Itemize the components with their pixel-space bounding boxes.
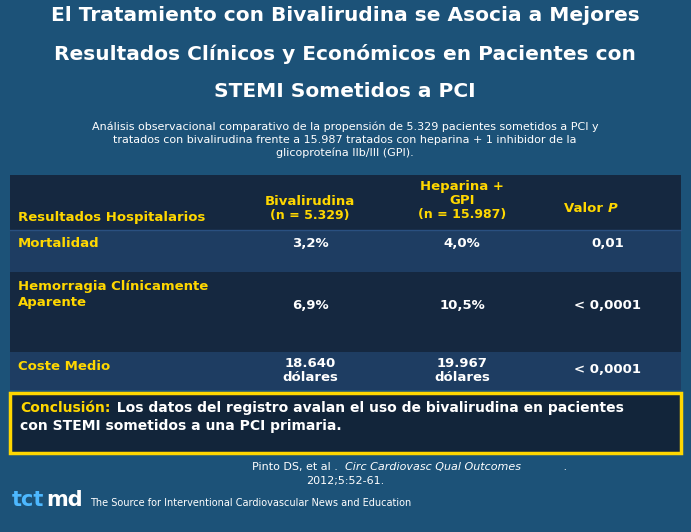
Bar bbox=[10, 272, 681, 352]
Text: Conclusión:: Conclusión: bbox=[20, 401, 111, 415]
Text: Los datos del registro avalan el uso de bivalirudina en pacientes: Los datos del registro avalan el uso de … bbox=[107, 401, 624, 415]
Text: 2012;5:52-61.: 2012;5:52-61. bbox=[306, 476, 384, 486]
Text: El Tratamiento con Bivalirudina se Asocia a Mejores: El Tratamiento con Bivalirudina se Asoci… bbox=[50, 6, 639, 25]
Text: Bivalirudina: Bivalirudina bbox=[265, 195, 355, 208]
Text: glicoproteína IIb/III (GPI).: glicoproteína IIb/III (GPI). bbox=[276, 148, 414, 159]
Text: 4,0%: 4,0% bbox=[444, 237, 480, 250]
Text: dólares: dólares bbox=[434, 371, 490, 384]
Text: GPI: GPI bbox=[449, 194, 475, 207]
Text: (n = 15.987): (n = 15.987) bbox=[418, 208, 506, 221]
Text: Resultados Hospitalarios: Resultados Hospitalarios bbox=[18, 211, 205, 224]
Text: 6,9%: 6,9% bbox=[292, 299, 328, 312]
Text: Aparente: Aparente bbox=[18, 296, 87, 309]
Text: tct: tct bbox=[12, 490, 44, 510]
Text: con STEMI sometidos a una PCI primaria.: con STEMI sometidos a una PCI primaria. bbox=[20, 419, 341, 433]
Text: dólares: dólares bbox=[282, 371, 338, 384]
Text: < 0,0001: < 0,0001 bbox=[574, 363, 641, 376]
Text: Valor: Valor bbox=[565, 202, 608, 215]
Text: Heparina +: Heparina + bbox=[420, 180, 504, 193]
Bar bbox=[10, 352, 681, 390]
Text: .: . bbox=[560, 462, 567, 472]
Bar bbox=[10, 230, 681, 272]
Text: Coste Medio: Coste Medio bbox=[18, 360, 111, 373]
Text: 3,2%: 3,2% bbox=[292, 237, 328, 250]
Text: Análisis observacional comparativo de la propensión de 5.329 pacientes sometidos: Análisis observacional comparativo de la… bbox=[92, 122, 598, 132]
Text: 19.967: 19.967 bbox=[437, 357, 487, 370]
Text: Resultados Clínicos y Económicos en Pacientes con: Resultados Clínicos y Económicos en Paci… bbox=[54, 44, 636, 64]
Text: Pinto DS, et al .: Pinto DS, et al . bbox=[252, 462, 345, 472]
Text: 10,5%: 10,5% bbox=[439, 299, 485, 312]
Text: 0,01: 0,01 bbox=[591, 237, 625, 250]
Text: Hemorragia Clínicamente: Hemorragia Clínicamente bbox=[18, 280, 208, 293]
Text: (n = 5.329): (n = 5.329) bbox=[270, 209, 350, 222]
Text: The Source for Interventional Cardiovascular News and Education: The Source for Interventional Cardiovasc… bbox=[90, 498, 411, 508]
Text: 18.640: 18.640 bbox=[285, 357, 336, 370]
Text: P: P bbox=[608, 202, 618, 215]
Text: STEMI Sometidos a PCI: STEMI Sometidos a PCI bbox=[214, 82, 476, 101]
Text: Circ Cardiovasc Qual Outcomes: Circ Cardiovasc Qual Outcomes bbox=[345, 462, 521, 472]
Text: tratados con bivalirudina frente a 15.987 tratados con heparina + 1 inhibidor de: tratados con bivalirudina frente a 15.98… bbox=[113, 135, 577, 145]
Text: md: md bbox=[46, 490, 83, 510]
Bar bbox=[10, 175, 681, 385]
Text: < 0,0001: < 0,0001 bbox=[574, 299, 641, 312]
Text: Mortalidad: Mortalidad bbox=[18, 237, 100, 250]
Bar bbox=[10, 393, 681, 453]
